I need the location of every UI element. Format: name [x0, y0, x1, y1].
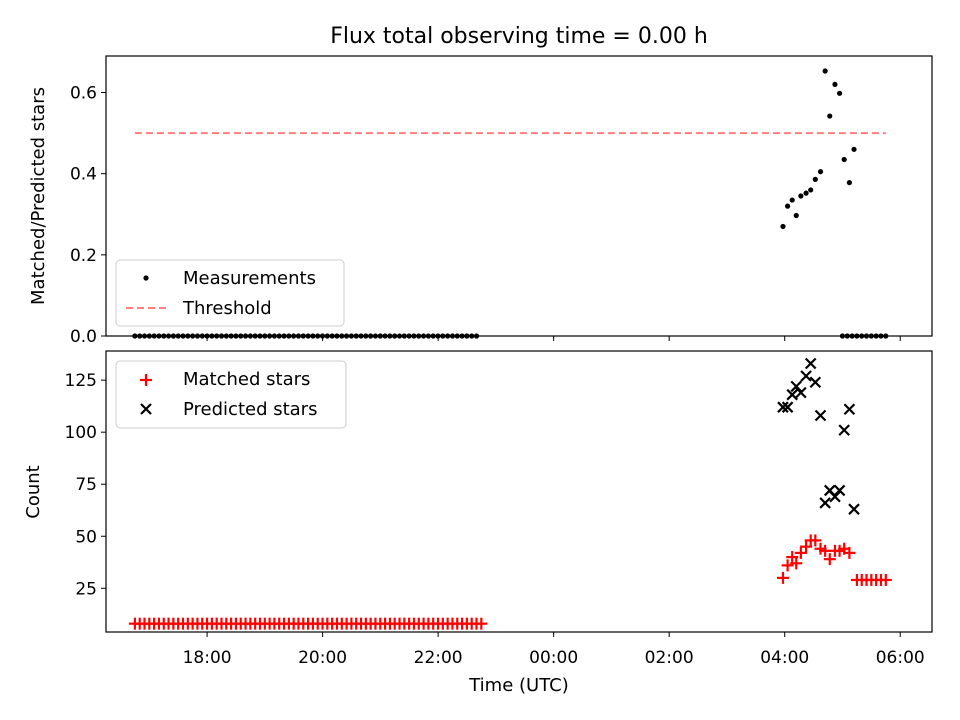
predicted-star-point — [781, 401, 794, 413]
count-y-tick-label: 75 — [75, 475, 97, 495]
ratio-y-tick-label: 0.6 — [70, 84, 97, 104]
measurement-point — [803, 190, 809, 196]
matched-legend-label: Matched stars — [183, 369, 310, 390]
measurement-point — [789, 197, 795, 203]
predicted-star-point — [819, 497, 831, 509]
measurements-legend-label: Measurements — [183, 268, 316, 289]
count-x-tick-label: 04:00 — [760, 648, 809, 668]
ratio-x-ticks — [206, 336, 901, 341]
count-x-tick-label: 06:00 — [876, 648, 925, 668]
ratio-y-ticks: 0.0 0.2 0.4 0.6 — [70, 84, 106, 347]
measurement-point — [817, 169, 824, 175]
count-y-tick-label: 25 — [75, 579, 97, 599]
predicted-legend-marker — [140, 403, 152, 415]
predicted-star-point — [777, 401, 789, 413]
matched-star-point — [823, 553, 836, 566]
predicted-star-point — [814, 409, 827, 422]
matched-star-point — [843, 546, 856, 559]
matched-star-point — [790, 557, 803, 570]
measurement-point — [780, 223, 786, 230]
threshold-legend-label: Threshold — [182, 298, 272, 319]
count-legend: Matched stars Predicted stars — [115, 360, 347, 429]
count-plot-area — [128, 357, 892, 630]
ratio-legend: Measurements Threshold — [115, 259, 345, 327]
predicted-star-point — [786, 388, 798, 401]
predicted-star-point — [848, 503, 860, 515]
predicted-star-point — [843, 403, 856, 416]
count-y-axis-label: Count — [23, 465, 44, 518]
matched-star-point — [776, 571, 789, 584]
predicted-star-point — [795, 386, 807, 399]
ratio-y-tick-label: 0.2 — [70, 246, 97, 266]
measurement-point — [827, 113, 833, 119]
measurement-point — [846, 180, 853, 186]
measurement-point — [808, 187, 814, 193]
predicted-star-point — [838, 424, 850, 436]
matched-legend-marker — [140, 374, 152, 386]
count-y-tick-label: 100 — [65, 423, 97, 443]
count-x-tick-label: 00:00 — [529, 648, 578, 668]
measurement-point — [822, 68, 828, 74]
ratio-y-axis-label: Matched/Predicted stars — [28, 87, 49, 305]
count-x-tick-label: 22:00 — [414, 648, 463, 668]
predicted-star-point — [829, 490, 841, 503]
count-panel: 25 50 75 100 125 18:00 20:00 22:00 00:00 02:00 04… — [23, 350, 933, 696]
measurement-point — [798, 193, 804, 199]
count-legend-box — [115, 360, 347, 429]
matched-star-point — [475, 617, 488, 630]
measurement-point — [836, 90, 843, 96]
count-y-tick-label: 50 — [75, 527, 97, 547]
matched-star-point — [786, 551, 799, 564]
ratio-legend-box — [115, 259, 345, 327]
predicted-star-point — [790, 380, 803, 393]
predicted-star-point — [800, 370, 812, 382]
matched-star-point — [809, 534, 822, 547]
predicted-star-point — [809, 376, 822, 389]
measurement-point — [841, 156, 847, 163]
measurement-point — [793, 212, 799, 219]
count-x-ticks: 18:00 20:00 22:00 00:00 02:00 04:00 06:00 — [183, 632, 925, 668]
predicted-legend-label: Predicted stars — [183, 399, 317, 420]
count-y-tick-label: 125 — [65, 371, 97, 391]
measurement-point — [784, 203, 791, 209]
measurement-point — [851, 146, 857, 152]
ratio-panel: 0.0 0.2 0.4 0.6 Matched/Predicted stars Mea… — [28, 55, 933, 347]
predicted-star-point — [833, 484, 846, 497]
count-x-tick-label: 02:00 — [645, 648, 694, 668]
matched-star-point — [879, 573, 892, 586]
count-y-ticks: 25 50 75 100 125 — [65, 371, 106, 599]
ratio-y-tick-label: 0.4 — [70, 165, 97, 185]
ratio-y-tick-label: 0.0 — [70, 327, 97, 347]
matched-star-point — [800, 540, 813, 553]
count-axes-frame — [105, 350, 933, 633]
measurements-legend-marker — [143, 275, 149, 281]
measurement-point — [812, 176, 818, 182]
matched-star-point — [794, 546, 807, 559]
predicted-star-point — [804, 357, 817, 370]
x-axis-label: Time (UTC) — [468, 675, 569, 696]
matched-star-point — [781, 559, 794, 572]
ratio-axes-frame — [105, 55, 933, 337]
count-x-tick-label: 18:00 — [183, 648, 232, 668]
count-x-tick-label: 20:00 — [298, 648, 347, 668]
measurement-point — [832, 81, 838, 88]
chart-title: Flux total observing time = 0.00 h — [330, 24, 708, 49]
